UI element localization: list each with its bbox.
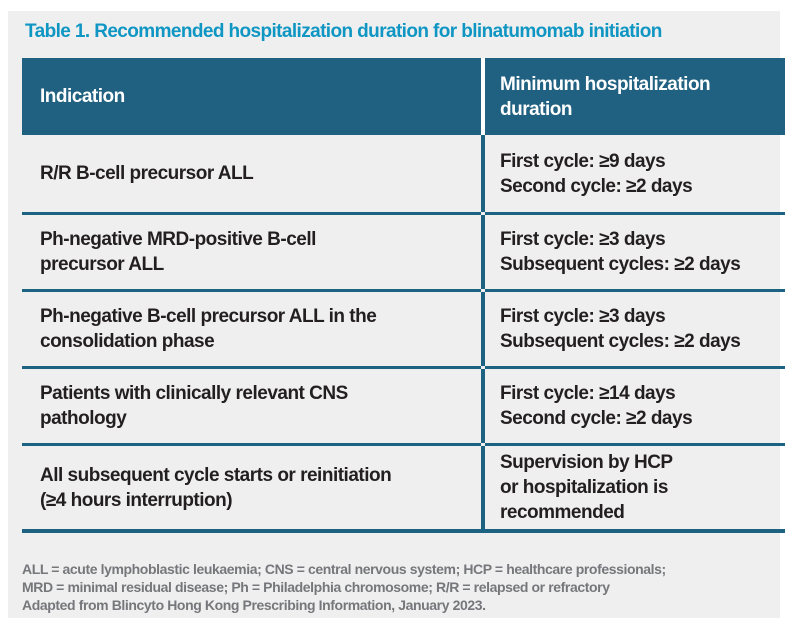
table-title: Table 1. Recommended hospitalization dur… bbox=[25, 21, 662, 42]
header-column-gap bbox=[481, 58, 485, 135]
cell-line: First cycle: ≥14 days bbox=[500, 383, 676, 404]
indication-cell: Patients with clinically relevant CNS pa… bbox=[22, 366, 481, 443]
cell-line: consolidation phase bbox=[40, 331, 215, 352]
cell-line: (≥4 hours interruption) bbox=[40, 489, 233, 511]
header-indication: Indication bbox=[22, 58, 481, 135]
header-label-line: Minimum hospitalization bbox=[500, 73, 711, 95]
cell-line: Ph-negative MRD-positive B-cell bbox=[40, 229, 316, 250]
cell-line: Subsequent cycles: ≥2 days bbox=[500, 254, 741, 275]
duration-cell: Supervision by HCP or hospitalization is… bbox=[485, 443, 785, 529]
indication-cell: All subsequent cycle starts or reinitiat… bbox=[22, 443, 481, 529]
cell-line: pathology bbox=[40, 408, 127, 429]
cell-line: Supervision by HCP bbox=[500, 452, 673, 473]
header-label: Indication bbox=[40, 86, 125, 107]
cell-line: Second cycle: ≥2 days bbox=[500, 175, 693, 197]
footnote-line: ALL = acute lymphoblastic leukaemia; CNS… bbox=[22, 561, 666, 577]
footnote-line: Adapted from Blincyto Hong Kong Prescrib… bbox=[22, 597, 486, 613]
indication-cell: Ph-negative B-cell precursor ALL in the … bbox=[22, 289, 481, 366]
cell-line: recommended bbox=[500, 502, 625, 523]
duration-cell: First cycle: ≥9 days Second cycle: ≥2 da… bbox=[485, 135, 785, 212]
column-divider bbox=[481, 366, 485, 443]
cell-line: Patients with clinically relevant CNS bbox=[40, 383, 348, 404]
column-divider bbox=[481, 135, 485, 212]
cell-line: First cycle: ≥9 days bbox=[500, 150, 666, 172]
hospitalization-table: Indication Minimum hospitalization durat… bbox=[22, 58, 785, 533]
column-divider bbox=[481, 289, 485, 366]
footnote: ALL = acute lymphoblastic leukaemia; CNS… bbox=[22, 560, 780, 614]
duration-cell: First cycle: ≥14 days Second cycle: ≥2 d… bbox=[485, 366, 785, 443]
cell-line: First cycle: ≥3 days bbox=[500, 229, 666, 250]
column-divider bbox=[481, 212, 485, 289]
cell-line: or hospitalization is bbox=[500, 477, 668, 498]
cell-line: All subsequent cycle starts or reinitiat… bbox=[40, 464, 392, 486]
cell-line: Subsequent cycles: ≥2 days bbox=[500, 331, 741, 352]
cell-line: Ph-negative B-cell precursor ALL in the bbox=[40, 306, 377, 327]
cell-line: precursor ALL bbox=[40, 254, 164, 275]
cell-line: R/R B-cell precursor ALL bbox=[40, 163, 254, 184]
content-panel: Table 1. Recommended hospitalization dur… bbox=[8, 11, 785, 618]
footnote-line: MRD = minimal residual disease; Ph = Phi… bbox=[22, 579, 610, 595]
duration-cell: First cycle: ≥3 days Subsequent cycles: … bbox=[485, 289, 785, 366]
cell-line: Second cycle: ≥2 days bbox=[500, 408, 693, 429]
header-label-line: duration bbox=[500, 98, 573, 120]
indication-cell: R/R B-cell precursor ALL bbox=[22, 135, 481, 212]
duration-cell: First cycle: ≥3 days Subsequent cycles: … bbox=[485, 212, 785, 289]
cell-line: First cycle: ≥3 days bbox=[500, 306, 666, 327]
column-divider bbox=[481, 443, 485, 529]
indication-cell: Ph-negative MRD-positive B-cell precurso… bbox=[22, 212, 481, 289]
header-duration: Minimum hospitalization duration bbox=[485, 58, 785, 135]
